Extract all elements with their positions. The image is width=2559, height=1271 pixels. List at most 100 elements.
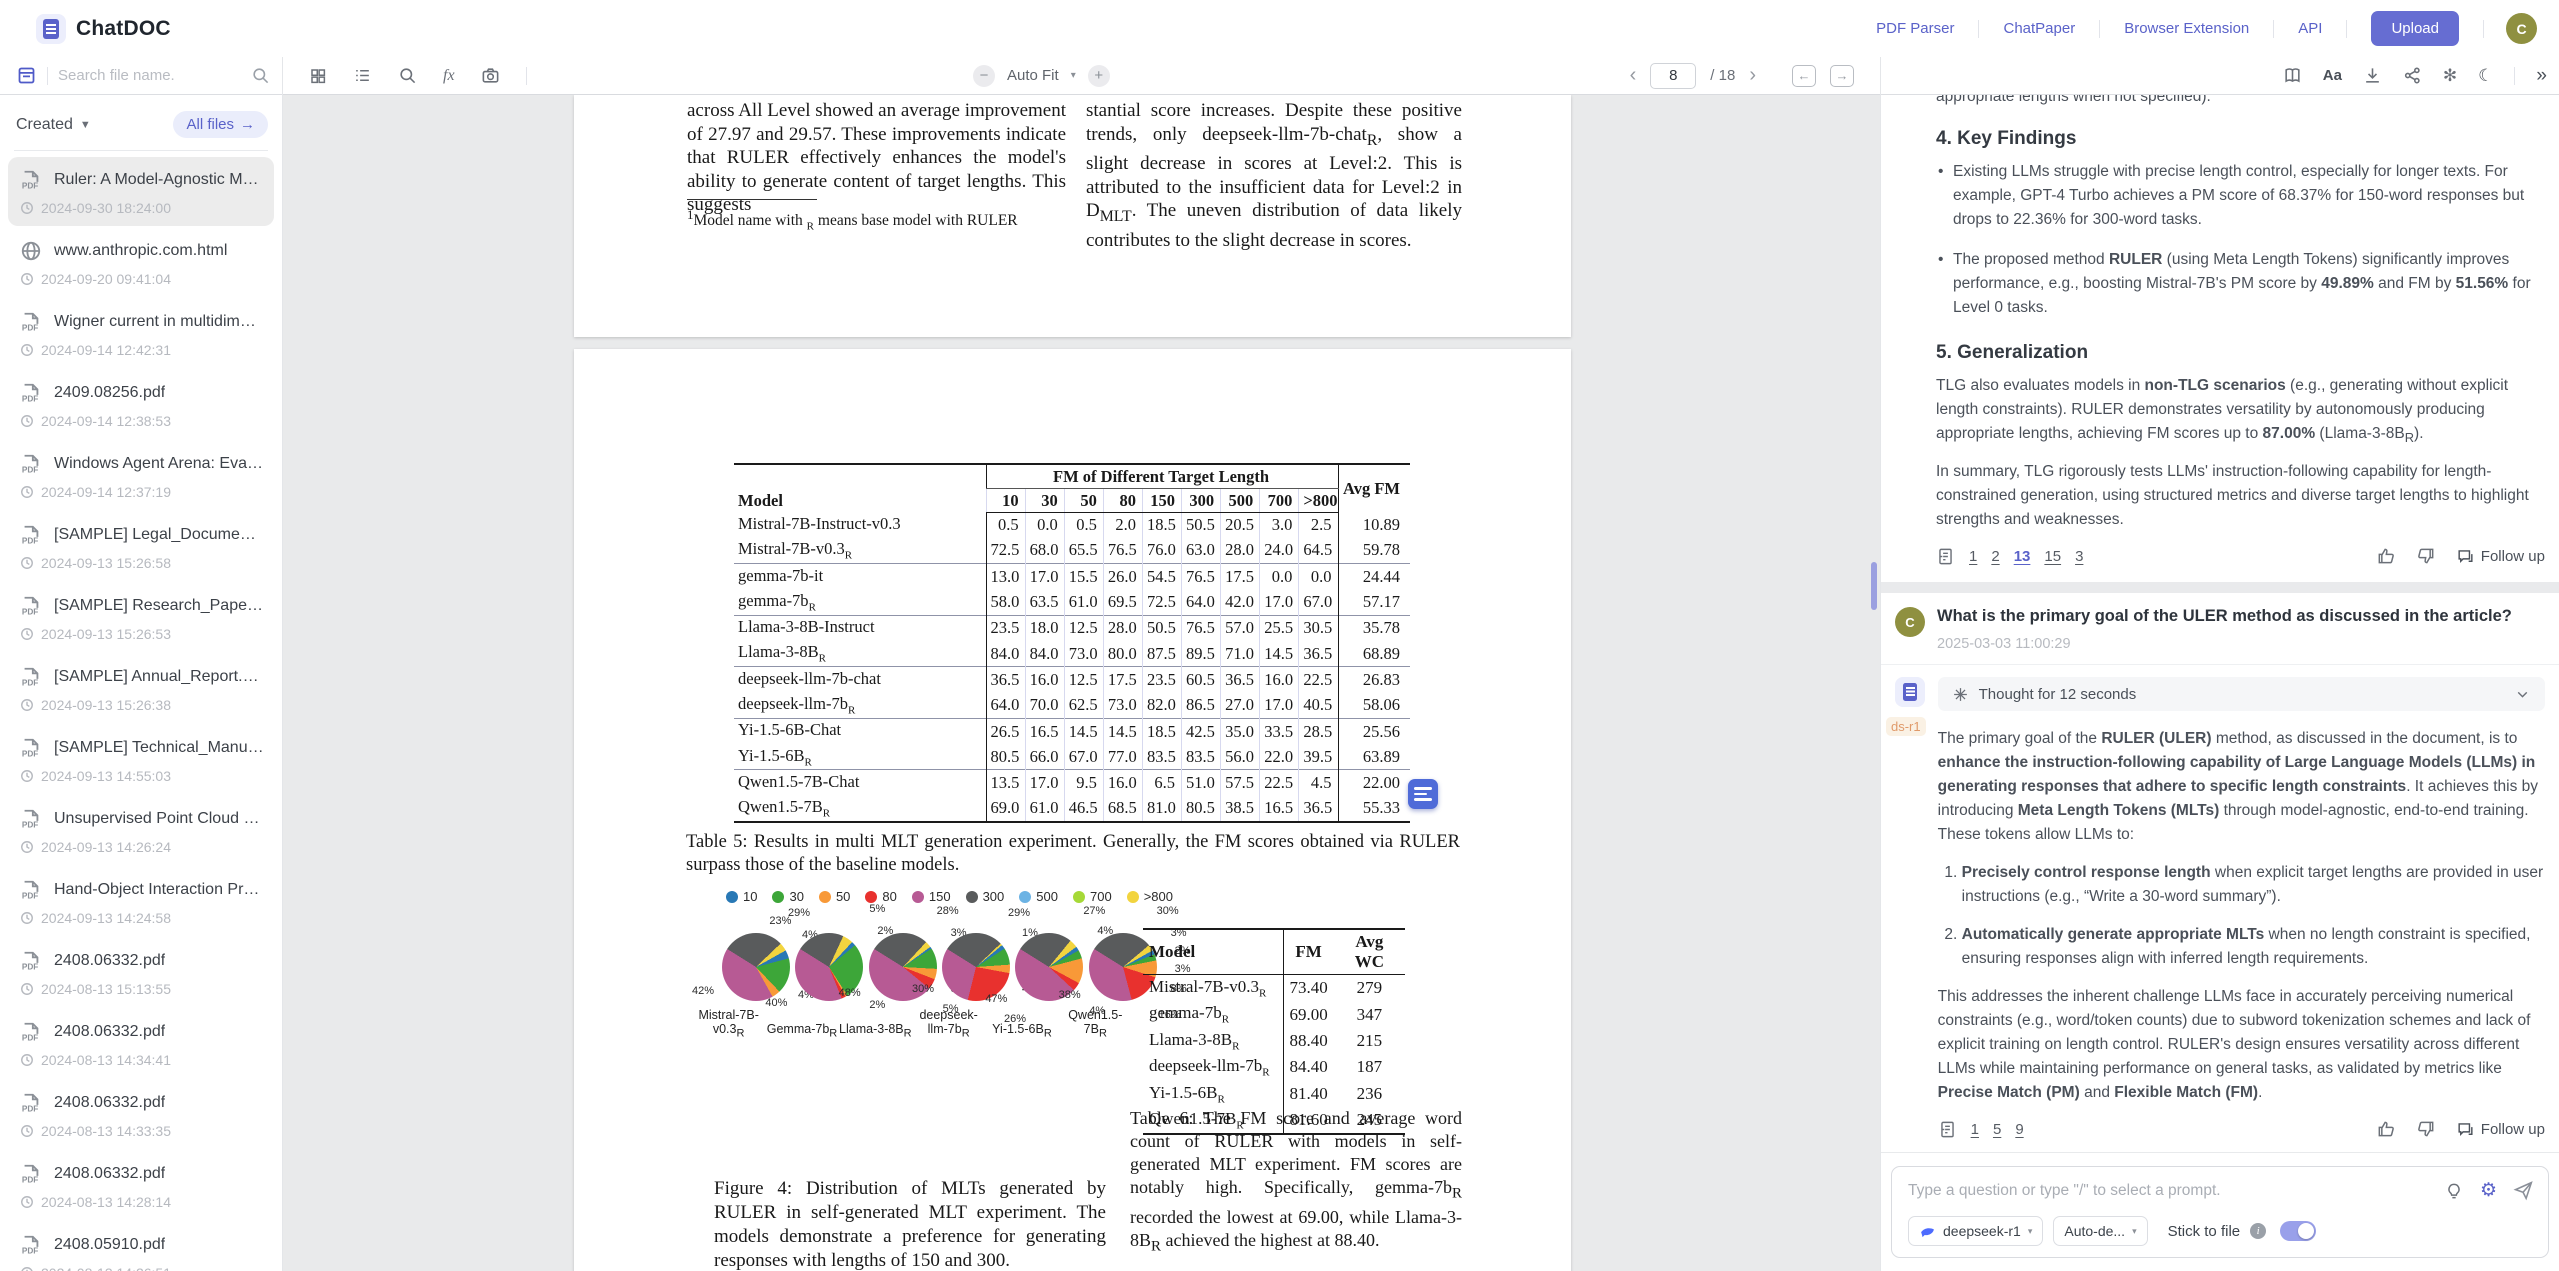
screenshot-icon[interactable]	[481, 66, 500, 85]
chat-thread[interactable]: appropriate lengths when not specified).…	[1881, 95, 2559, 1152]
legend-color-dot	[1126, 890, 1139, 903]
thumbs-up-icon[interactable]	[2376, 546, 2396, 566]
thumbs-up-icon[interactable]	[2376, 1119, 2396, 1139]
pie-percent-label: 30%	[1156, 905, 1179, 917]
gear-icon[interactable]: ⚙	[2479, 1180, 2497, 1201]
summary-book-icon[interactable]	[2283, 66, 2302, 85]
history-forward-button[interactable]: →	[1830, 64, 1854, 87]
thought-accordion[interactable]: Thought for 12 seconds	[1937, 677, 2545, 712]
citation-page-link[interactable]: 1	[1970, 1120, 1979, 1138]
file-list-item[interactable]: 2408.06332.pdf 2024-08-13 15:13:55	[8, 938, 274, 1007]
nav-api[interactable]: API	[2298, 20, 2323, 37]
file-list-item[interactable]: 2408.06332.pdf 2024-08-13 14:28:14	[8, 1151, 274, 1220]
pdf-scrollbar-thumb[interactable]	[1871, 562, 1877, 610]
thumbnail-grid-icon[interactable]	[309, 67, 327, 85]
zoom-out-button[interactable]: −	[973, 64, 995, 87]
stick-to-file-toggle[interactable]	[2280, 1221, 2317, 1241]
strategy-select[interactable]: Auto-de... ▾	[2053, 1216, 2148, 1246]
pie-chart-title: deepseek-llm-7bR	[919, 1007, 978, 1040]
follow-up-button[interactable]: Follow up	[2456, 1120, 2545, 1139]
info-icon[interactable]: i	[2250, 1223, 2267, 1239]
pie-percent-label: 29%	[788, 907, 811, 919]
font-size-icon[interactable]: Aa	[2322, 67, 2342, 84]
citation-page-link[interactable]: 1	[1969, 547, 1978, 565]
pie-percent-label: 29%	[1007, 907, 1031, 919]
pdf-page-8: Model FM of Different Target Length Avg …	[574, 349, 1571, 1271]
download-icon[interactable]	[2363, 66, 2382, 85]
archive-icon[interactable]	[16, 65, 37, 86]
question-text: What is the primary goal of the ULER met…	[1937, 607, 2512, 626]
dark-mode-icon[interactable]: ☾	[2478, 65, 2494, 85]
file-list-item[interactable]: [SAMPLE] Technical_Manual.... 2024-09-13…	[8, 725, 274, 794]
citation-page-link[interactable]: 2	[1991, 547, 2000, 565]
clock-icon	[20, 1195, 34, 1209]
file-list-item[interactable]: [SAMPLE] Annual_Report.pdf 2024-09-13 15…	[8, 654, 274, 723]
file-type-icon	[20, 808, 42, 830]
next-page-button[interactable]: ›	[1749, 64, 1756, 86]
question-input[interactable]: Type a question or type "/" to select a …	[1908, 1181, 2221, 1199]
nav-chatpaper[interactable]: ChatPaper	[2003, 20, 2076, 37]
user-avatar[interactable]: C	[2506, 13, 2537, 44]
zoom-level[interactable]: Auto Fit	[1007, 67, 1059, 84]
file-list-item[interactable]: Hand-Object Interaction Pretr... 2024-09…	[8, 867, 274, 936]
nav-pdf-parser[interactable]: PDF Parser	[1876, 20, 1955, 37]
model-select[interactable]: deepseek-r1 ▾	[1908, 1216, 2044, 1246]
thumbs-down-icon[interactable]	[2416, 1119, 2436, 1139]
upload-button[interactable]: Upload	[2371, 11, 2459, 46]
file-list-item[interactable]: www.anthropic.com.html 2024-09-20 09:41:…	[8, 228, 274, 297]
table-row: Qwen1.5-7BR 81.60 245	[1143, 1106, 1405, 1135]
file-list: Ruler: A Model-Agnostic Meth... 2024-09-…	[0, 151, 282, 1271]
file-list-item[interactable]: 2408.05910.pdf 2024-08-13 14:26:51	[8, 1222, 274, 1271]
thumbs-down-icon[interactable]	[2416, 546, 2436, 566]
file-list-item[interactable]: Ruler: A Model-Agnostic Meth... 2024-09-…	[8, 157, 274, 226]
formula-icon[interactable]: fx	[443, 66, 455, 84]
file-list-item[interactable]: Windows Agent Arena: Evalua... 2024-09-1…	[8, 441, 274, 510]
quote-selection-button[interactable]	[1408, 779, 1438, 809]
zoom-in-button[interactable]: +	[1087, 64, 1110, 87]
cited-pages-icon[interactable]	[1936, 547, 1955, 566]
file-created-time: 2024-09-13 15:26:53	[41, 626, 171, 642]
ai-flower-icon[interactable]: ✻	[2442, 65, 2458, 85]
citation-page-link[interactable]: 3	[2075, 547, 2084, 565]
search-icon[interactable]	[251, 66, 270, 85]
outline-list-icon[interactable]	[353, 66, 372, 85]
legend-item: 300	[965, 889, 1004, 904]
history-back-button[interactable]: ←	[1792, 64, 1816, 87]
file-name: [SAMPLE] Legal_Document.pdf	[54, 526, 264, 543]
file-list-item[interactable]: Wigner current in multidimen... 2024-09-…	[8, 299, 274, 368]
file-search-input[interactable]: Search file name.	[58, 67, 175, 84]
prompt-ideas-icon[interactable]	[2444, 1181, 2464, 1201]
pdf-paragraph: across All Level showed an average impro…	[687, 100, 1066, 216]
citation-page-link[interactable]: 13	[2013, 547, 2031, 565]
citation-page-link[interactable]: 9	[2015, 1120, 2024, 1138]
nav-browser-extension[interactable]: Browser Extension	[2124, 20, 2250, 37]
model-name: Llama-3-8BR	[738, 642, 826, 665]
table-row: gemma-7bR 58.0 63.5 61.0 69.5 72.5 64.0 …	[734, 589, 1410, 616]
pdf-canvas[interactable]: across All Level showed an average impro…	[283, 95, 1880, 1271]
file-list-item[interactable]: [SAMPLE] Legal_Document.pdf 2024-09-13 1…	[8, 512, 274, 581]
cited-pages-icon[interactable]	[1938, 1120, 1957, 1139]
all-files-link[interactable]: All files →	[173, 111, 268, 138]
send-icon[interactable]	[2513, 1180, 2534, 1201]
table-row: Yi-1.5-6B-Chat 26.5 16.5 14.5 14.5 18.5 …	[734, 717, 1410, 745]
citation-page-link[interactable]: 5	[1992, 1120, 2002, 1138]
file-type-icon	[20, 1092, 42, 1114]
page-number-input[interactable]: 8	[1650, 62, 1697, 89]
file-list-item[interactable]: Unsupervised Point Cloud Re... 2024-09-1…	[8, 796, 274, 865]
citation-page-link[interactable]: 15	[2044, 547, 2062, 565]
sort-created-dropdown[interactable]: Created	[16, 115, 73, 133]
search-document-icon[interactable]	[398, 66, 417, 85]
collapse-panel-icon[interactable]: »	[2536, 64, 2547, 86]
file-list-item[interactable]: [SAMPLE] Research_Paper.pdf 2024-09-13 1…	[8, 583, 274, 652]
table-column-header: 150	[1141, 488, 1182, 513]
file-list-item[interactable]: 2408.06332.pdf 2024-08-13 14:34:41	[8, 1009, 274, 1078]
share-icon[interactable]	[2403, 66, 2422, 85]
table-column-header: 700	[1259, 488, 1299, 513]
pie-percent-label: 4%	[1097, 925, 1114, 937]
follow-up-button[interactable]: Follow up	[2456, 547, 2545, 566]
chatdoc-logo[interactable]: ChatDOC	[0, 13, 171, 44]
previous-page-button[interactable]: ‹	[1629, 64, 1637, 86]
file-list-item[interactable]: 2408.06332.pdf 2024-08-13 14:33:35	[8, 1080, 274, 1149]
legend-color-dot	[1072, 890, 1085, 903]
file-list-item[interactable]: 2409.08256.pdf 2024-09-14 12:38:53	[8, 370, 274, 439]
